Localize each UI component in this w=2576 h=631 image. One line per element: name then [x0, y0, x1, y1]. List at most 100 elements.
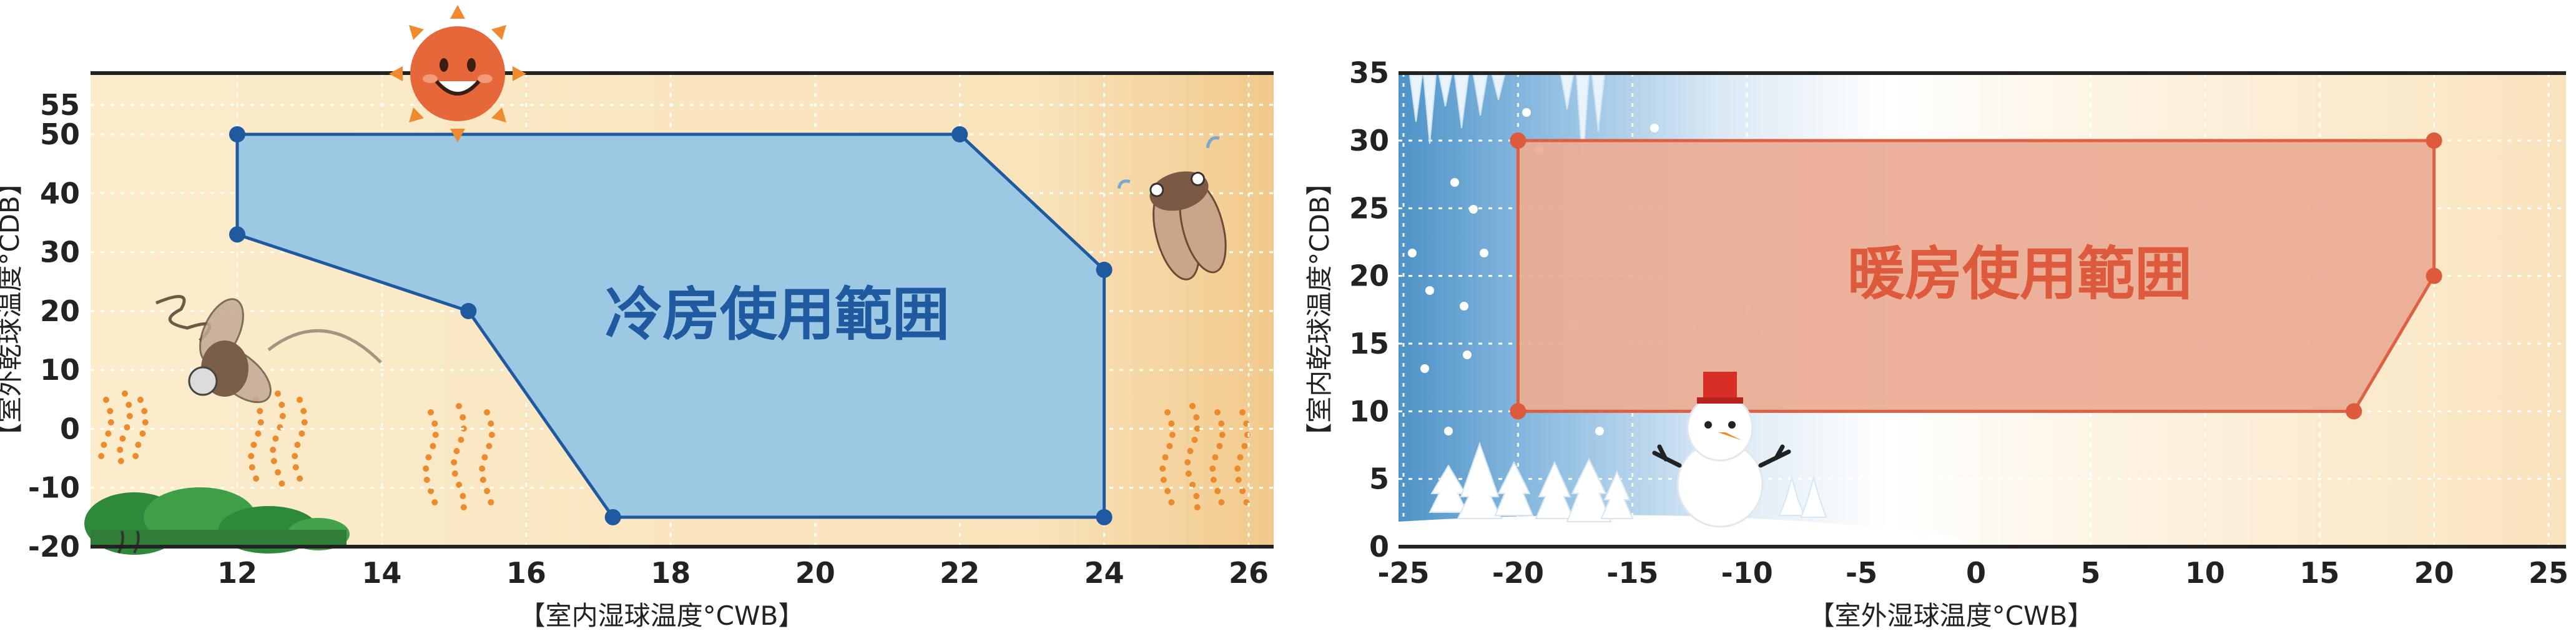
heat-wave-dot — [297, 397, 303, 403]
heat-wave-dot — [1193, 414, 1200, 420]
y-tick-label: 0 — [60, 412, 80, 445]
x-tick-label: 20 — [2414, 556, 2454, 590]
heat-wave-dot — [488, 499, 494, 505]
heat-wave-dot — [1159, 465, 1166, 472]
heat-wave-dot — [294, 442, 301, 448]
heat-wave-dot — [1216, 443, 1223, 449]
y-tick-label: 55 — [40, 88, 80, 122]
x-tick-label: 22 — [940, 556, 980, 590]
heat-wave-dot — [117, 447, 124, 453]
heat-wave-dot — [1164, 488, 1171, 494]
heat-wave-dot — [105, 430, 112, 437]
heat-wave-dot — [101, 442, 107, 448]
range-vertex — [604, 509, 621, 525]
heat-wave-dot — [275, 469, 282, 475]
y-tick-label: 50 — [40, 117, 80, 151]
y-tick-label: 35 — [1349, 56, 1389, 90]
heat-wave-dot — [1235, 477, 1242, 483]
heat-wave-dot — [479, 477, 486, 483]
cicada-icon — [1117, 136, 1227, 281]
heat-wave-dot — [126, 413, 133, 419]
heat-wave-dot — [137, 397, 144, 403]
x-tick-label: -25 — [1377, 556, 1429, 590]
heat-wave-icon — [98, 390, 1251, 510]
heat-wave-dot — [125, 402, 132, 408]
heat-wave-dot — [124, 424, 130, 430]
x-tick-label: 18 — [651, 556, 691, 590]
y-tick-label: 15 — [1349, 327, 1389, 360]
heat-wave-dot — [292, 453, 298, 459]
x-tick-label: -10 — [1721, 556, 1773, 590]
x-tick-label: 0 — [1966, 556, 1986, 590]
range-vertex — [2426, 267, 2442, 284]
heat-wave-dot — [117, 458, 124, 464]
y-tick-label: 25 — [1349, 191, 1389, 225]
x-tick-label: -5 — [1846, 556, 1877, 590]
range-vertex — [1096, 509, 1113, 525]
bush-icon — [84, 487, 350, 555]
heat-wave-dot — [425, 454, 432, 460]
heat-wave-dot — [142, 419, 149, 425]
heat-wave-dot — [1168, 420, 1175, 427]
cooling-y-axis-label: 【室外乾球温度°CDB】 — [0, 169, 25, 449]
heating-chart: 暖房使用範囲 -25 -20 -15 -10 -5 0 5 10 15 20 25 35 30 — [1304, 56, 2569, 631]
range-vertex — [1510, 132, 1526, 149]
heat-wave-dot — [1212, 454, 1219, 460]
cooling-x-axis-label: 【室内湿球温度°CWB】 — [519, 600, 805, 631]
heat-wave-dot — [253, 475, 260, 482]
range-vertex — [229, 126, 245, 142]
y-tick-label: 30 — [1349, 124, 1389, 157]
heat-wave-dot — [135, 442, 142, 448]
x-tick-label: 10 — [2185, 556, 2225, 590]
heat-wave-dot — [1234, 465, 1241, 472]
heat-wave-dot — [1214, 409, 1221, 415]
heat-wave-dot — [1219, 432, 1226, 438]
heat-wave-dot — [484, 488, 491, 494]
heat-wave-dot — [1166, 443, 1173, 449]
heat-wave-dot — [103, 397, 109, 403]
heat-wave-dot — [481, 454, 488, 460]
heat-wave-dot — [428, 409, 434, 415]
heat-wave-dot — [1210, 477, 1217, 483]
heat-wave-dot — [292, 464, 299, 470]
heat-wave-dot — [301, 419, 308, 425]
x-tick-label: 5 — [2080, 556, 2100, 590]
y-tick-label: 40 — [40, 176, 80, 210]
heat-wave-dot — [1168, 499, 1175, 505]
heat-wave-dot — [423, 477, 430, 483]
heat-wave-dot — [275, 390, 281, 397]
y-tick-label: -10 — [28, 471, 80, 505]
x-tick-label: -15 — [1606, 556, 1658, 590]
heat-wave-dot — [1164, 409, 1171, 415]
heat-wave-dot — [119, 435, 126, 442]
heat-wave-dot — [300, 408, 307, 414]
heat-wave-dot — [1193, 493, 1200, 499]
heat-wave-dot — [456, 403, 462, 409]
heating-range-vertices — [1510, 132, 2442, 420]
cooling-x-tick-labels: 12 14 16 18 20 22 24 26 — [217, 556, 1269, 590]
heat-wave-dot — [298, 430, 305, 437]
heating-y-tick-labels: 35 30 25 20 15 10 5 0 — [1349, 56, 1389, 564]
heat-wave-dot — [1194, 425, 1201, 432]
heat-wave-dot — [1189, 482, 1196, 488]
x-tick-label: 25 — [2529, 556, 2569, 590]
heat-wave-dot — [1239, 409, 1246, 415]
heat-wave-dot — [272, 435, 279, 442]
y-tick-label: 10 — [1349, 394, 1389, 428]
cooling-range-area — [235, 132, 1106, 519]
heat-wave-dot — [1214, 488, 1221, 494]
heat-wave-dot — [431, 420, 438, 427]
heat-wave-dot — [1191, 437, 1198, 443]
heat-wave-dot — [248, 464, 255, 470]
heat-wave-dot — [488, 432, 495, 438]
heat-wave-dot — [270, 447, 277, 453]
range-vertex — [229, 226, 245, 243]
range-vertex — [1510, 403, 1526, 420]
y-tick-label: -20 — [28, 530, 80, 564]
x-tick-label: 15 — [2299, 556, 2339, 590]
heat-wave-dot — [98, 453, 105, 459]
heat-wave-dot — [430, 443, 436, 449]
heat-wave-dot — [460, 493, 466, 499]
heat-wave-dot — [107, 419, 114, 425]
